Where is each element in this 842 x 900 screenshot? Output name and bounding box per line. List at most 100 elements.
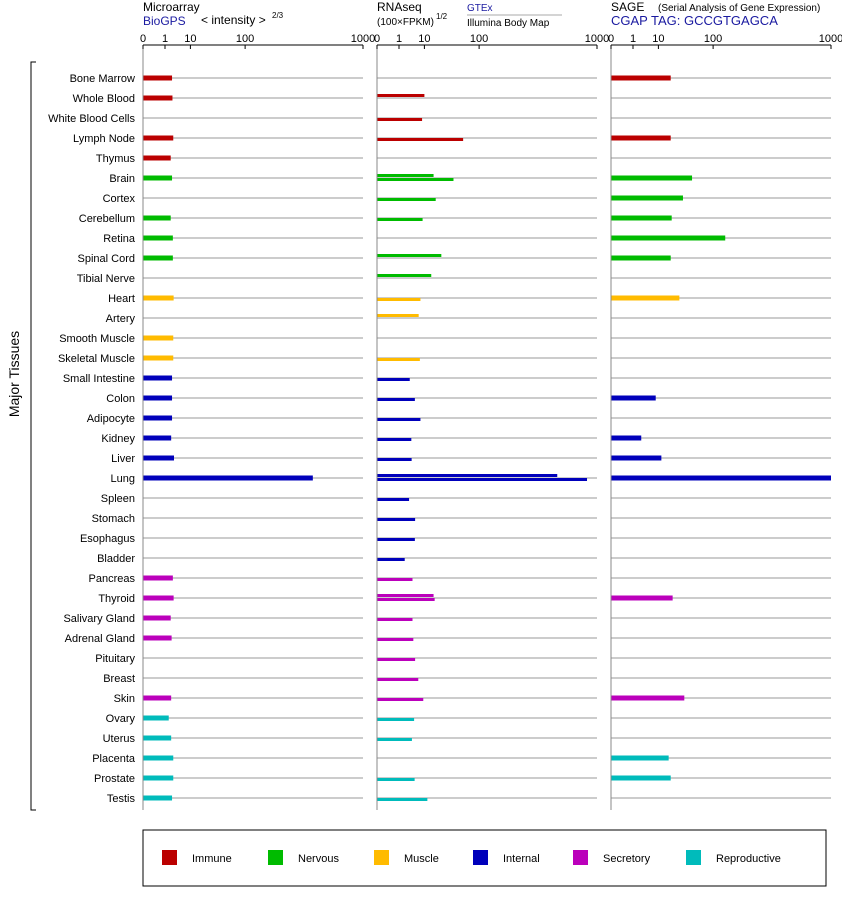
tissue-label: Salivary Gland [63, 613, 135, 625]
legend-swatch [573, 850, 588, 865]
bar-microarray-microarray [143, 595, 174, 601]
bar-rnaseq-illumina-body-map [377, 698, 424, 701]
bar-rnaseq-illumina-body-map [377, 358, 420, 361]
tissue-label: Cerebellum [79, 213, 135, 225]
panel-note: < intensity > [201, 13, 266, 27]
bar-microarray-microarray [143, 155, 171, 161]
bar-rnaseq-gtex [377, 474, 558, 477]
bar-rnaseq-gtex [377, 314, 419, 317]
bar-microarray-microarray [143, 355, 174, 361]
bar-sage-sage [611, 235, 726, 241]
tissue-label: Prostate [94, 773, 135, 785]
bar-sage-sage [611, 455, 662, 461]
legend-box [142, 829, 827, 887]
x-tick-label: 1000 [585, 33, 609, 45]
tissue-label: Bladder [97, 553, 135, 565]
tissue-label: Placenta [92, 753, 136, 765]
panel-source-illumina: Illumina Body Map [467, 18, 550, 29]
x-tick-label: 1 [396, 33, 402, 45]
bar-sage-sage [611, 215, 672, 221]
bar-rnaseq-gtex [377, 174, 434, 177]
tissue-label: Colon [106, 393, 135, 405]
tissue-label: Retina [103, 233, 136, 245]
tissue-label: Bone Marrow [70, 73, 135, 85]
bar-rnaseq-illumina-body-map [377, 178, 454, 181]
bar-sage-sage [611, 195, 683, 201]
bar-microarray-microarray [143, 175, 173, 181]
legend-swatch [268, 850, 283, 865]
bar-sage-sage [611, 435, 642, 441]
bar-rnaseq-illumina-body-map [377, 738, 412, 741]
tissue-label: Thyroid [98, 593, 135, 605]
y-axis-label: Major Tissues [6, 331, 22, 417]
panel-subtitle: CGAP TAG: GCCGTGAGCA [611, 13, 778, 28]
tissue-label: Small Intestine [63, 373, 135, 385]
bar-rnaseq-gtex [377, 94, 425, 97]
bar-rnaseq-illumina-body-map [377, 478, 588, 481]
legend-swatch [473, 850, 488, 865]
bar-sage-sage [611, 695, 685, 701]
panel-source-gtex: GTEx [467, 3, 493, 14]
bar-rnaseq-illumina-body-map [377, 598, 435, 601]
bar-microarray-microarray [143, 615, 171, 621]
bar-microarray-microarray [143, 475, 313, 481]
bar-sage-sage [611, 775, 671, 781]
tissue-label: Adrenal Gland [65, 633, 135, 645]
panel-title: Microarray [143, 0, 200, 14]
x-tick-label: 100 [236, 33, 254, 45]
x-tick-label: 0 [608, 33, 614, 45]
bar-rnaseq-illumina-body-map [377, 678, 419, 681]
x-tick-label: 0 [140, 33, 146, 45]
bar-microarray-microarray [143, 95, 173, 101]
bar-rnaseq-illumina-body-map [377, 118, 423, 121]
bar-microarray-microarray [143, 755, 174, 761]
tissue-label: Artery [106, 313, 136, 325]
tissue-label: Spinal Cord [78, 253, 135, 265]
bar-rnaseq-illumina-body-map [377, 198, 436, 201]
tissue-label: Skin [114, 693, 135, 705]
tissue-label: Smooth Muscle [59, 333, 135, 345]
tissue-label: Ovary [106, 713, 136, 725]
tissue-labels: Bone Marrow Whole Blood White Blood Cells L… [48, 73, 136, 805]
tissue-label: Spleen [101, 493, 135, 505]
bar-microarray-microarray [143, 575, 173, 581]
bar-rnaseq-gtex [377, 274, 432, 277]
bar-microarray-microarray [143, 795, 173, 801]
grid-layer [143, 77, 831, 799]
tissue-label: Stomach [92, 513, 135, 525]
tissue-label: Pancreas [89, 573, 136, 585]
bar-rnaseq-illumina-body-map [377, 298, 421, 301]
tissue-label: Liver [111, 453, 135, 465]
x-tick-label: 1000 [351, 33, 375, 45]
bar-sage-sage [611, 135, 671, 141]
tissue-label: Uterus [103, 733, 136, 745]
tissue-label: Kidney [101, 433, 135, 445]
bar-rnaseq-illumina-body-map [377, 418, 421, 421]
bar-microarray-microarray [143, 215, 171, 221]
bar-microarray-microarray [143, 775, 174, 781]
bar-microarray-microarray [143, 375, 173, 381]
bar-sage-sage [611, 595, 673, 601]
bar-sage-sage [611, 175, 693, 181]
x-tick-label: 1 [162, 33, 168, 45]
x-tick-label: 100 [470, 33, 488, 45]
legend-label: Secretory [603, 853, 651, 865]
tissue-label: Lung [111, 473, 135, 485]
bar-rnaseq-illumina-body-map [377, 618, 413, 621]
bar-rnaseq-illumina-body-map [377, 398, 415, 401]
x-tick-label: 1 [630, 33, 636, 45]
bar-microarray-microarray [143, 695, 172, 701]
panel-header-rnaseq: RNAseq (100×FPKM) 1/2 GTEx Illumina Body… [377, 0, 562, 29]
tissue-label: Pituitary [95, 653, 135, 665]
panel-header-sage: SAGE (Serial Analysis of Gene Expression… [611, 0, 820, 28]
panel-note-exponent: 2/3 [272, 11, 284, 20]
tissue-label: Breast [103, 673, 135, 685]
bar-microarray-microarray [143, 135, 174, 141]
bar-microarray-microarray [143, 635, 172, 641]
bar-rnaseq-gtex [377, 594, 434, 597]
panel-subtitle: BioGPS [143, 14, 186, 28]
legend-label: Reproductive [716, 853, 781, 865]
tissue-label: Lymph Node [73, 133, 135, 145]
bar-microarray-microarray [143, 415, 173, 421]
